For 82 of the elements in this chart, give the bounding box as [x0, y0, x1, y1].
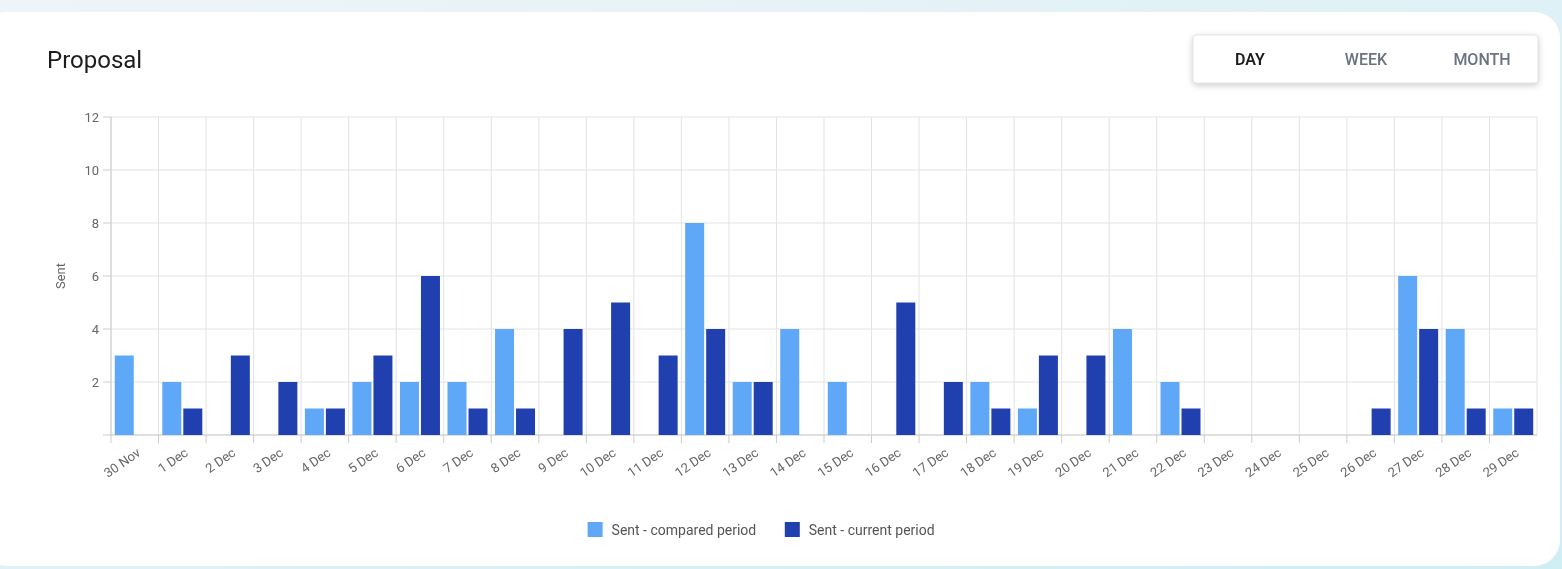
x-tick-label: 10 Dec — [577, 444, 619, 481]
x-tick-label: 3 Dec — [250, 444, 286, 476]
bar — [658, 355, 678, 435]
x-tick-label: 23 Dec — [1194, 444, 1237, 481]
x-tick-label: 2 Dec — [202, 444, 239, 476]
x-tick-label: 30 Nov — [101, 444, 144, 481]
bar — [1160, 382, 1180, 435]
bar — [399, 382, 419, 435]
x-tick-label: 18 Dec — [957, 444, 999, 481]
x-tick-label: 26 Dec — [1337, 444, 1380, 481]
bar — [1017, 408, 1037, 435]
bar — [706, 329, 726, 435]
bar — [611, 302, 631, 435]
y-tick-label: 10 — [84, 162, 99, 178]
x-tick-label: 7 Dec — [440, 444, 476, 476]
x-tick-label: 1 Dec — [155, 444, 191, 476]
x-tick-label: 13 Dec — [719, 444, 762, 481]
x-tick-label: 9 Dec — [535, 444, 572, 476]
x-tick-label: 15 Dec — [814, 444, 857, 481]
x-tick-label: 19 Dec — [1004, 444, 1047, 481]
bar — [114, 355, 134, 435]
bar — [1398, 276, 1418, 435]
bar — [516, 408, 536, 435]
bar — [780, 329, 800, 435]
bar — [753, 382, 773, 435]
legend-label: Sent - compared period — [611, 521, 757, 538]
bar — [970, 382, 990, 435]
bar — [1086, 355, 1106, 435]
bar — [563, 329, 583, 435]
bar — [1445, 329, 1465, 435]
bar — [325, 408, 345, 435]
period-toggle: DAY WEEK MONTH — [1192, 34, 1539, 84]
x-tick-label: 11 Dec — [624, 444, 667, 481]
bar — [468, 408, 488, 435]
bar — [943, 382, 963, 435]
x-tick-label: 22 Dec — [1147, 444, 1189, 481]
y-axis-title: Sent — [53, 262, 68, 290]
y-tick-label: 4 — [91, 321, 100, 337]
bar — [1493, 408, 1513, 435]
x-tick-label: 21 Dec — [1099, 444, 1142, 481]
x-tick-label: 29 Dec — [1480, 444, 1522, 481]
bar — [991, 408, 1011, 435]
x-tick-label: 6 Dec — [392, 444, 429, 476]
x-tick-label: 16 Dec — [862, 444, 904, 481]
x-tick-label: 24 Dec — [1242, 444, 1285, 481]
chart-title: Proposal — [47, 46, 143, 74]
bar — [1371, 408, 1391, 435]
bar — [685, 223, 705, 435]
x-tick-label: 14 Dec — [767, 444, 809, 481]
x-tick-label: 27 Dec — [1385, 444, 1427, 481]
y-tick-label: 8 — [91, 215, 99, 231]
bar — [420, 276, 440, 435]
bar — [1181, 408, 1201, 435]
bar — [1419, 329, 1439, 435]
bar — [304, 408, 324, 435]
x-tick-label: 17 Dec — [909, 444, 952, 481]
bar — [896, 302, 916, 435]
x-tick-label: 28 Dec — [1432, 444, 1475, 481]
bar — [1038, 355, 1058, 435]
bar — [1112, 329, 1132, 435]
bar — [352, 382, 372, 435]
bar — [1466, 408, 1486, 435]
bar — [162, 382, 182, 435]
bar — [230, 355, 250, 435]
bar — [278, 382, 298, 435]
x-tick-label: 25 Dec — [1290, 444, 1332, 481]
bar — [1514, 408, 1534, 435]
x-tick-label: 8 Dec — [487, 444, 524, 476]
bar — [495, 329, 515, 435]
legend-label: Sent - current period — [808, 521, 935, 538]
x-tick-label: 4 Dec — [297, 444, 334, 476]
bar — [373, 355, 393, 435]
bar — [732, 382, 752, 435]
bar — [183, 408, 203, 435]
y-tick-label: 2 — [91, 374, 99, 390]
x-tick-label: 20 Dec — [1052, 444, 1094, 481]
x-tick-label: 5 Dec — [345, 444, 381, 476]
bar — [827, 382, 847, 435]
y-tick-label: 6 — [91, 268, 99, 284]
x-tick-label: 12 Dec — [672, 444, 714, 481]
y-tick-label: 12 — [84, 109, 99, 125]
bar — [447, 382, 467, 435]
